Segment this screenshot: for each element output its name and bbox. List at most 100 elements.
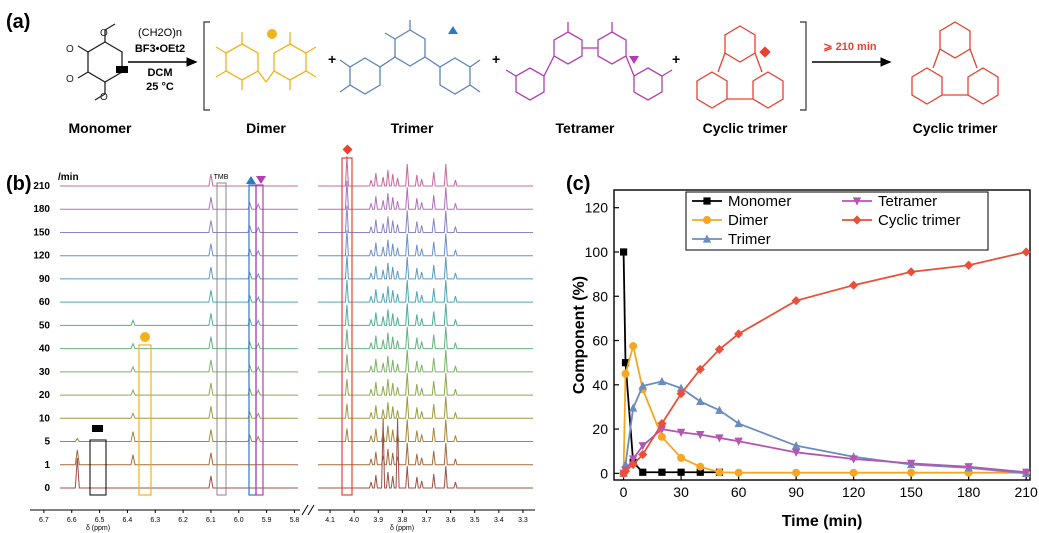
nmr-tick-label: 6.2: [178, 517, 188, 524]
legend-marker: [703, 197, 711, 205]
nmr-tick-label: 3.4: [494, 517, 504, 524]
nmr-trace-left: [60, 359, 298, 373]
data-point: [628, 403, 638, 412]
cyclic-peak-box: [341, 157, 353, 496]
svg-text:O: O: [100, 28, 108, 39]
data-point: [1021, 247, 1031, 257]
nmr-trace-left: [60, 173, 298, 187]
nmr-time-label: 120: [33, 251, 50, 262]
monomer-peak-box: [89, 439, 107, 496]
svg-text:O: O: [66, 74, 74, 85]
nmr-tick-label: 6.4: [123, 517, 133, 524]
nmr-time-label: 210: [33, 181, 50, 192]
data-point: [734, 468, 743, 477]
data-point: [621, 369, 630, 378]
nmr-tick-label: 6.1: [206, 517, 216, 524]
data-point: [791, 296, 801, 306]
data-point: [677, 468, 685, 476]
nmr-trace-left: [60, 449, 298, 466]
plus-2: +: [492, 51, 500, 67]
legend-label: Trimer: [728, 231, 771, 248]
data-point: [1021, 468, 1031, 477]
legend-item: Monomer: [692, 193, 791, 210]
panel-b-label: (b): [6, 173, 32, 195]
data-point: [791, 448, 801, 457]
legend-item: Dimer: [692, 212, 768, 229]
svg-text:O: O: [100, 92, 108, 103]
plus-1: +: [328, 51, 336, 67]
data-point: [657, 418, 667, 429]
trimer-structure: [339, 20, 481, 95]
tetramer-marker-icon: [629, 56, 639, 64]
label-cyclic-trimer: Cyclic trimer: [703, 120, 788, 136]
tetramer-structure: [505, 22, 673, 101]
panel-c: (c) 0 30 60 90 120 150 180 210 0 20 40 60 80 100 120 Ti…: [566, 173, 1038, 530]
label-trimer: Trimer: [391, 120, 434, 136]
nmr-tick-label: 5.9: [262, 517, 272, 524]
reagent-2: BF3•OEt2: [135, 43, 185, 55]
nmr-unit-label: /min: [58, 172, 79, 183]
legend-item: Cyclic trimer: [842, 212, 961, 229]
nmr-tick-label: 3.3: [518, 517, 528, 524]
legend-box: [685, 191, 989, 251]
data-point: [638, 381, 647, 390]
data-point: [628, 459, 638, 470]
data-point: [619, 248, 628, 256]
nmr-trace-right: [318, 396, 533, 419]
nmr-trace-left: [60, 197, 298, 210]
nmr-trace-right: [318, 442, 533, 466]
legend-label: Cyclic trimer: [878, 212, 961, 229]
y-tick-label: 40: [592, 377, 608, 393]
data-point: [696, 431, 705, 440]
legend-label: Dimer: [728, 212, 768, 229]
data-point: [714, 344, 725, 354]
data-point: [849, 468, 858, 477]
reaction-arrow-1: (CH2O)n BF3•OEt2 DCM 25 °C: [128, 27, 198, 93]
nmr-time-label: 0: [44, 483, 50, 494]
data-point: [696, 462, 705, 471]
nmr-time-label: 20: [39, 390, 51, 401]
legend: Monomer Dimer Trimer Tetramer Cyclic trimer: [685, 191, 989, 251]
series-line: [622, 251, 1027, 474]
label-monomer: Monomer: [69, 120, 133, 136]
monomer-peak-icon: [92, 425, 103, 432]
nmr-trace-left: [60, 266, 298, 280]
series-cyclic-trimer: [618, 247, 1031, 478]
data-point: [906, 267, 916, 277]
nmr-time-label: 1: [44, 460, 50, 471]
data-point: [628, 455, 638, 464]
monomer-marker-icon: [116, 66, 128, 73]
data-point: [676, 428, 686, 438]
nmr-trace-left: [60, 243, 298, 257]
data-point: [657, 376, 667, 386]
series-line: [622, 345, 1027, 474]
nmr-trace-right: [318, 205, 533, 233]
nmr-trace-left: [60, 313, 298, 326]
x-tick-label: 90: [788, 484, 804, 500]
nmr-trace-left: [60, 406, 298, 419]
nmr-trace-right: [318, 279, 533, 303]
nmr-tick-label: 6.7: [39, 517, 49, 524]
solvent: DCM: [147, 67, 172, 79]
data-point: [964, 463, 973, 472]
nmr-axis-label-left: δ (ppm): [86, 525, 110, 532]
trimer-peak-box: [248, 184, 257, 496]
nmr-tick-label: 6.6: [67, 517, 77, 524]
nmr-tick-label: 4.0: [349, 517, 359, 524]
y-tick-label: 80: [592, 288, 608, 304]
data-point: [964, 260, 974, 270]
legend-marker: [703, 216, 711, 224]
data-point: [907, 468, 916, 477]
legend-item: Trimer: [692, 231, 771, 248]
panel-a: (a) O O O O (CH2O)n BF3•OEt2 DCM 25 °C: [6, 11, 999, 136]
reagent-1: (CH2O)n: [138, 27, 182, 39]
data-point: [715, 434, 724, 443]
nmr-trace-right: [318, 373, 533, 396]
data-point: [715, 468, 724, 477]
cyclic-trimer-structure-2: [911, 21, 999, 105]
y-tick-label: 60: [592, 333, 608, 349]
tmb-label: TMB: [214, 174, 229, 181]
data-point: [629, 342, 638, 351]
